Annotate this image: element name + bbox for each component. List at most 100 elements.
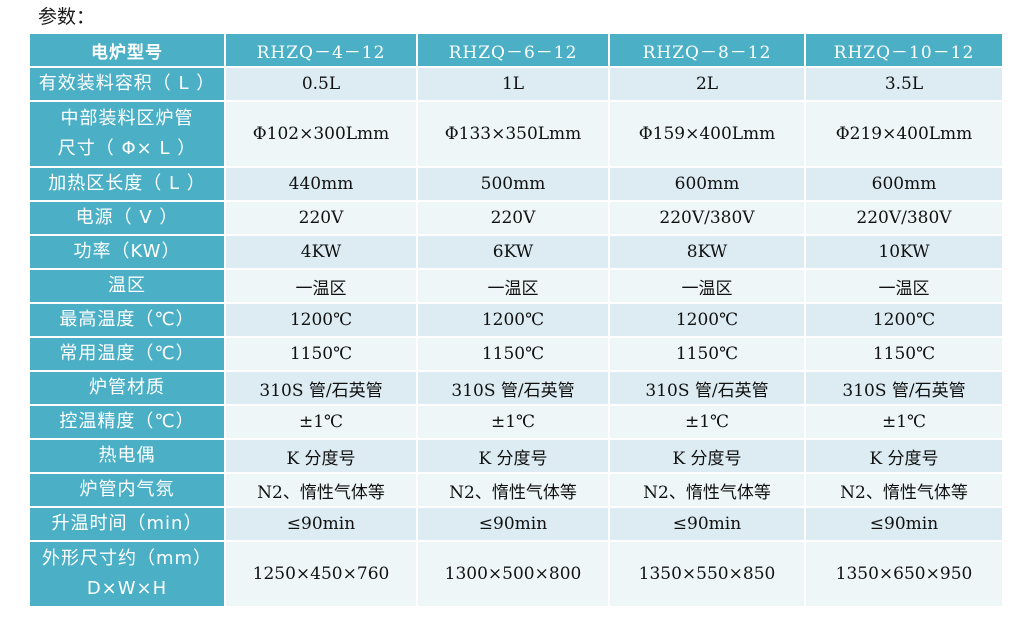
table-row: 外形尺寸约（mm） D×W×H 1250×450×760 1300×500×800 13… — [30, 542, 1002, 606]
cell-value: 440mm — [226, 168, 416, 200]
table-row: 炉管内气氛 N2、惰性气体等 N2、惰性气体等 N2、惰性气体等 N2、惰性气体等 — [30, 474, 1002, 506]
row-label: 控温精度（℃） — [30, 406, 224, 438]
cell-value: ≤90min — [806, 508, 1002, 540]
cell-value: 1200℃ — [610, 304, 804, 336]
row-label-line: 加热区长度（ L ） — [48, 173, 206, 194]
cell-value: 500mm — [418, 168, 608, 200]
cell-value: 1200℃ — [418, 304, 608, 336]
spec-table-body: 电炉型号 RHZQ－4－12 RHZQ－6－12 RHZQ－8－12 RHZQ－… — [30, 34, 1002, 606]
row-label-line: 常用温度（℃） — [59, 343, 195, 364]
row-label-line: 外形尺寸约（mm） — [41, 548, 213, 569]
spec-table: 电炉型号 RHZQ－4－12 RHZQ－6－12 RHZQ－8－12 RHZQ－… — [28, 32, 1004, 608]
cell-value: 220V/380V — [610, 202, 804, 234]
row-label-line: 炉管材质 — [89, 377, 165, 398]
cell-value: K 分度号 — [226, 440, 416, 472]
header-label: 电炉型号 — [30, 34, 224, 66]
row-label-line: 功率（KW） — [73, 241, 181, 262]
cell-value: 3.5L — [806, 68, 1002, 100]
cell-value: 1350×650×950 — [806, 542, 1002, 606]
cell-value: 220V — [226, 202, 416, 234]
table-row: 升温时间（min） ≤90min ≤90min ≤90min ≤90min — [30, 508, 1002, 540]
cell-value: 8KW — [610, 236, 804, 268]
table-row: 功率（KW） 4KW 6KW 8KW 10KW — [30, 236, 1002, 268]
table-row: 控温精度（℃） ±1℃ ±1℃ ±1℃ ±1℃ — [30, 406, 1002, 438]
cell-value: 220V — [418, 202, 608, 234]
cell-value: 1150℃ — [806, 338, 1002, 370]
cell-value: N2、惰性气体等 — [418, 474, 608, 506]
row-label: 炉管材质 — [30, 372, 224, 404]
cell-value: 2L — [610, 68, 804, 100]
cell-value: 10KW — [806, 236, 1002, 268]
row-label: 温区 — [30, 270, 224, 302]
cell-value: 220V/380V — [806, 202, 1002, 234]
cell-value: 310S 管/石英管 — [226, 372, 416, 404]
cell-value: 一温区 — [226, 270, 416, 302]
cell-value: ≤90min — [226, 508, 416, 540]
table-row: 炉管材质 310S 管/石英管 310S 管/石英管 310S 管/石英管 310S 管… — [30, 372, 1002, 404]
model-header: RHZQ－4－12 — [226, 34, 416, 66]
cell-value: ±1℃ — [226, 406, 416, 438]
cell-value: N2、惰性气体等 — [806, 474, 1002, 506]
cell-value: Φ219×400Lmm — [806, 102, 1002, 166]
row-label: 炉管内气氛 — [30, 474, 224, 506]
cell-value: Φ102×300Lmm — [226, 102, 416, 166]
row-label-line: 尺寸（ Φ× L ） — [57, 138, 197, 159]
cell-value: 6KW — [418, 236, 608, 268]
table-row: 常用温度（℃） 1150℃ 1150℃ 1150℃ 1150℃ — [30, 338, 1002, 370]
model-header: RHZQ－10－12 — [806, 34, 1002, 66]
cell-value: Φ133×350Lmm — [418, 102, 608, 166]
cell-value: Φ159×400Lmm — [610, 102, 804, 166]
cell-value: K 分度号 — [610, 440, 804, 472]
row-label-line: 最高温度（℃） — [59, 309, 195, 330]
cell-value: 一温区 — [610, 270, 804, 302]
cell-value: ≤90min — [610, 508, 804, 540]
cell-value: 310S 管/石英管 — [610, 372, 804, 404]
cell-value: K 分度号 — [418, 440, 608, 472]
cell-value: 1150℃ — [610, 338, 804, 370]
cell-value: ±1℃ — [806, 406, 1002, 438]
row-label-line: 控温精度（℃） — [59, 411, 195, 432]
cell-value: 1200℃ — [806, 304, 1002, 336]
cell-value: 1L — [418, 68, 608, 100]
row-label-line: 热电偶 — [98, 445, 156, 466]
cell-value: 1350×550×850 — [610, 542, 804, 606]
cell-value: ≤90min — [418, 508, 608, 540]
table-row: 加热区长度（ L ） 440mm 500mm 600mm 600mm — [30, 168, 1002, 200]
row-label-line: 炉管内气氛 — [79, 479, 175, 500]
cell-value: 1200℃ — [226, 304, 416, 336]
cell-value: 1250×450×760 — [226, 542, 416, 606]
row-label: 电源（ V ） — [30, 202, 224, 234]
cell-value: 310S 管/石英管 — [418, 372, 608, 404]
row-label-line: 中部装料区炉管 — [60, 108, 194, 129]
cell-value: K 分度号 — [806, 440, 1002, 472]
model-header: RHZQ－6－12 — [418, 34, 608, 66]
cell-value: N2、惰性气体等 — [610, 474, 804, 506]
cell-value: N2、惰性气体等 — [226, 474, 416, 506]
cell-value: 0.5L — [226, 68, 416, 100]
header-row: 电炉型号 RHZQ－4－12 RHZQ－6－12 RHZQ－8－12 RHZQ－… — [30, 34, 1002, 66]
cell-value: ±1℃ — [418, 406, 608, 438]
cell-value: 310S 管/石英管 — [806, 372, 1002, 404]
row-label-line: 有效装料容积（ L ） — [38, 73, 216, 94]
cell-value: 1300×500×800 — [418, 542, 608, 606]
row-label: 热电偶 — [30, 440, 224, 472]
cell-value: 一温区 — [806, 270, 1002, 302]
row-label: 外形尺寸约（mm） D×W×H — [30, 542, 224, 606]
row-label: 最高温度（℃） — [30, 304, 224, 336]
cell-value: 1150℃ — [418, 338, 608, 370]
cell-value: ±1℃ — [610, 406, 804, 438]
table-row: 热电偶 K 分度号 K 分度号 K 分度号 K 分度号 — [30, 440, 1002, 472]
row-label: 有效装料容积（ L ） — [30, 68, 224, 100]
table-row: 电源（ V ） 220V 220V 220V/380V 220V/380V — [30, 202, 1002, 234]
cell-value: 4KW — [226, 236, 416, 268]
row-label: 常用温度（℃） — [30, 338, 224, 370]
row-label-line: 电源（ V ） — [75, 207, 179, 228]
cell-value: 600mm — [610, 168, 804, 200]
model-header: RHZQ－8－12 — [610, 34, 804, 66]
section-heading: 参数： — [38, 6, 96, 28]
table-row: 最高温度（℃） 1200℃ 1200℃ 1200℃ 1200℃ — [30, 304, 1002, 336]
row-label: 升温时间（min） — [30, 508, 224, 540]
cell-value: 1150℃ — [226, 338, 416, 370]
row-label-line: 升温时间（min） — [51, 513, 203, 534]
row-label: 功率（KW） — [30, 236, 224, 268]
